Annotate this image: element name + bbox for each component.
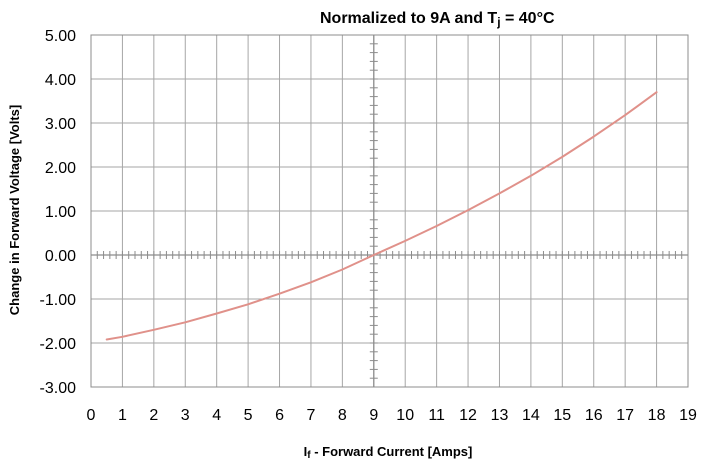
y-tick-label: 3.00 <box>45 116 76 133</box>
chart-title: Normalized to 9A and Tj = 40°C <box>320 10 555 29</box>
x-tick-label: 5 <box>244 407 253 424</box>
x-tick-label: 18 <box>648 407 666 424</box>
series-line <box>105 91 658 341</box>
x-tick-label: 1 <box>118 407 127 424</box>
x-tick-label: 4 <box>212 407 221 424</box>
y-tick-label: 5.00 <box>45 28 76 45</box>
x-tick-label: 10 <box>396 407 414 424</box>
x-tick-label: 19 <box>679 407 697 424</box>
y-tick-label: 2.00 <box>45 160 76 177</box>
x-tick-label: 7 <box>306 407 315 424</box>
grid <box>91 35 688 387</box>
y-tick-labels: -3.00 -2.00 -1.00 0.00 1.00 2.00 3.00 4.00 5.00 <box>40 28 77 397</box>
x-tick-label: 8 <box>338 407 347 424</box>
y-tick-label: 0.00 <box>45 248 76 265</box>
plot-border <box>90 34 689 388</box>
y-axis-label: Change in Forward Voltage [Volts] <box>7 105 22 315</box>
plot-area <box>90 34 689 388</box>
x-tick-label: 6 <box>275 407 284 424</box>
x-tick-label: 0 <box>87 407 96 424</box>
x-tick-label: 13 <box>491 407 509 424</box>
x-axis-label: If - Forward Current [Amps] <box>304 444 473 461</box>
y-tick-label: -2.00 <box>40 336 77 353</box>
x-tick-label: 2 <box>149 407 158 424</box>
y-tick-label: 1.00 <box>45 204 76 221</box>
x-tick-label: 3 <box>181 407 190 424</box>
x-tick-label: 16 <box>585 407 603 424</box>
x-tick-label: 15 <box>553 407 571 424</box>
x-tick-label: 17 <box>616 407 634 424</box>
x-tick-label: 12 <box>459 407 477 424</box>
y-tick-label: 4.00 <box>45 72 76 89</box>
y-tick-label: -3.00 <box>40 380 77 397</box>
y-tick-label: -1.00 <box>40 292 77 309</box>
series-layer <box>105 91 658 341</box>
x-tick-label: 9 <box>369 407 378 424</box>
x-tick-label: 14 <box>522 407 540 424</box>
x-tick-labels: 0 1 2 3 4 5 6 7 8 9 10 11 12 13 14 15 16 17 18 19 <box>87 407 697 424</box>
x-tick-label: 11 <box>428 407 445 424</box>
